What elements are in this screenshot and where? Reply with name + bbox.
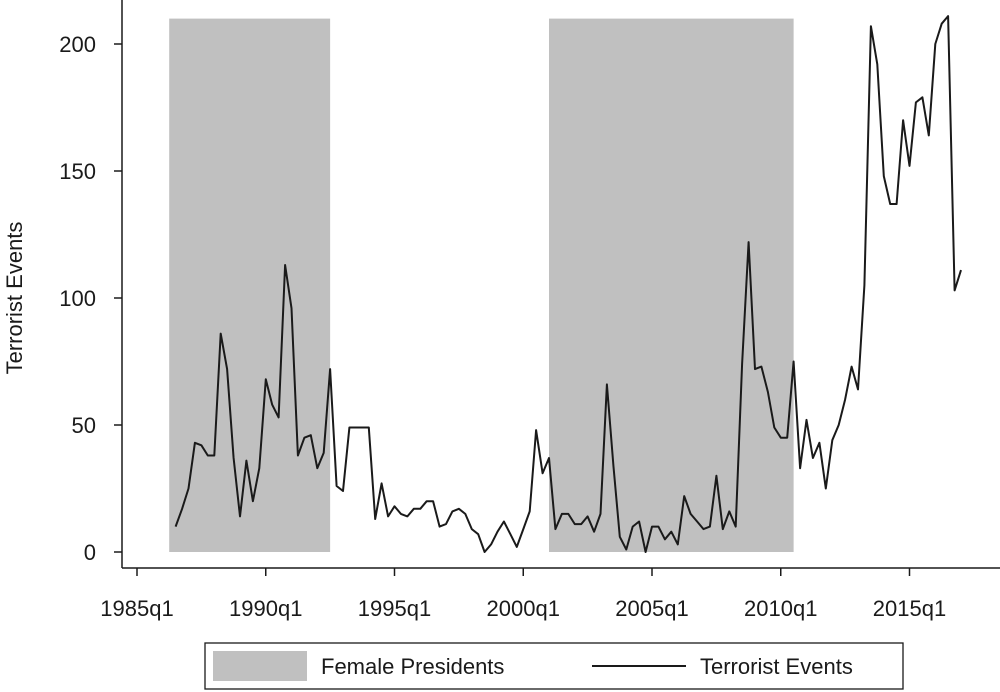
x-tick-label: 1990q1 [229, 596, 302, 621]
legend: Female Presidents Terrorist Events [204, 642, 904, 690]
y-tick-label: 50 [72, 413, 96, 438]
legend-label-female-presidents: Female Presidents [321, 654, 504, 679]
y-tick-label: 150 [59, 159, 96, 184]
legend-label-terrorist-events: Terrorist Events [700, 654, 853, 679]
shaded-period-1 [169, 18, 331, 553]
y-tick-label: 200 [59, 32, 96, 57]
x-ticks: 1985q1 1990q1 1995q1 2000q1 2005q1 2010q1 2015… [100, 568, 946, 621]
legend-swatch-female-presidents [213, 651, 307, 681]
x-tick-label: 2010q1 [744, 596, 817, 621]
shaded-periods [169, 18, 794, 553]
x-tick-label: 2015q1 [873, 596, 946, 621]
y-ticks: 0 50 100 150 200 [59, 32, 122, 565]
x-tick-label: 2005q1 [615, 596, 688, 621]
shaded-period-2 [549, 18, 794, 553]
axes [121, 0, 1000, 569]
y-tick-label: 0 [84, 540, 96, 565]
y-axis-title: Terrorist Events [2, 222, 27, 375]
y-tick-label: 100 [59, 286, 96, 311]
x-tick-label: 1985q1 [100, 596, 173, 621]
x-tick-label: 2000q1 [487, 596, 560, 621]
series-line-terrorist-events [174, 15, 962, 553]
x-tick-label: 1995q1 [358, 596, 431, 621]
data-series [174, 15, 962, 553]
legend-box [204, 642, 904, 690]
